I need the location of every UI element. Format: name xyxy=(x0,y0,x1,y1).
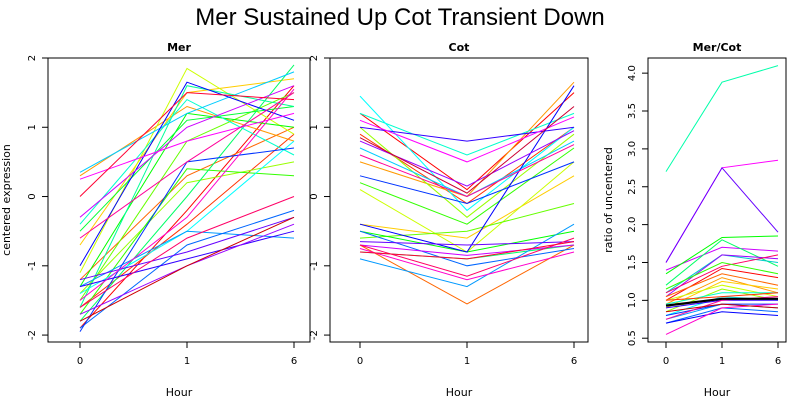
y-tick-label: -1 xyxy=(309,261,320,271)
x-tick-label: 0 xyxy=(663,356,669,367)
series-line xyxy=(359,237,575,277)
series-line xyxy=(359,126,575,142)
x-axis-label: Hour xyxy=(166,386,193,399)
y-tick-label: -2 xyxy=(27,330,38,340)
y-tick-label: 3.0 xyxy=(627,141,638,157)
series-line xyxy=(359,175,575,239)
series-line xyxy=(79,71,295,173)
series-line xyxy=(665,254,779,294)
y-tick-label: 4.0 xyxy=(627,65,638,81)
series-line xyxy=(665,303,779,335)
x-tick-label: 0 xyxy=(77,356,83,367)
series-line xyxy=(79,92,295,239)
series-line xyxy=(79,85,295,218)
series-line xyxy=(79,196,295,308)
series-line xyxy=(359,244,575,305)
y-axis-label: centered expression xyxy=(0,144,13,256)
panel-title: Mer/Cot xyxy=(693,41,742,54)
series-line xyxy=(359,244,575,256)
x-tick-label: 1 xyxy=(719,356,725,367)
y-tick-label: 2 xyxy=(309,55,320,61)
y-tick-label: 1 xyxy=(27,124,38,130)
y-tick-label: -2 xyxy=(309,330,320,340)
plot-frame xyxy=(47,57,311,343)
series-line xyxy=(79,92,295,197)
series-line xyxy=(359,147,575,225)
series-line xyxy=(359,130,575,187)
series-line xyxy=(665,166,779,263)
series-line xyxy=(79,168,295,315)
y-tick-label: 2.5 xyxy=(627,179,638,195)
panel-title: Mer xyxy=(167,41,191,54)
series-line xyxy=(665,267,779,301)
series-line xyxy=(665,261,779,290)
series-line xyxy=(359,116,575,163)
x-axis-label: Hour xyxy=(704,386,731,399)
panel-title: Cot xyxy=(449,41,470,54)
series-line xyxy=(665,273,779,298)
x-tick-label: 0 xyxy=(357,356,363,367)
series-line xyxy=(79,64,295,322)
series-line xyxy=(359,248,575,281)
series-line xyxy=(359,241,575,260)
y-tick-label: -1 xyxy=(27,261,38,271)
plot-frame xyxy=(647,57,787,343)
series-line xyxy=(359,144,575,198)
series-line xyxy=(79,216,295,281)
page-title: Mer Sustained Up Cot Transient Down xyxy=(195,4,605,31)
y-tick-label: 2 xyxy=(27,55,38,61)
y-tick-label: 1.5 xyxy=(627,255,638,271)
series-line xyxy=(79,98,295,225)
x-tick-label: 6 xyxy=(775,356,781,367)
series-line xyxy=(79,230,295,288)
series-line xyxy=(79,216,295,322)
series-line xyxy=(665,292,779,301)
y-tick-label: 1.0 xyxy=(627,292,638,308)
series-line xyxy=(359,106,575,194)
x-tick-label: 6 xyxy=(291,356,297,367)
series-line xyxy=(665,303,779,313)
series-line xyxy=(665,311,779,324)
y-axis-label: ratio of uncentered xyxy=(602,147,615,253)
series-line xyxy=(359,241,575,246)
y-tick-label: 2.0 xyxy=(627,217,638,233)
series-line xyxy=(359,140,575,198)
series-line xyxy=(79,161,295,294)
y-tick-label: 3.5 xyxy=(627,103,638,119)
x-tick-label: 1 xyxy=(184,356,190,367)
series-line xyxy=(665,297,778,307)
series-line xyxy=(79,106,295,232)
y-tick-label: 0 xyxy=(27,193,38,199)
series-line xyxy=(665,65,779,172)
series-line xyxy=(359,203,575,239)
series-line xyxy=(79,112,295,180)
series-line xyxy=(359,92,575,191)
x-axis-label: Hour xyxy=(446,386,473,399)
series-line xyxy=(79,209,295,329)
series-line xyxy=(79,88,295,301)
x-tick-label: 1 xyxy=(464,356,470,367)
series-line xyxy=(359,85,575,253)
y-tick-label: 0 xyxy=(309,193,320,199)
series-line xyxy=(79,85,295,329)
series-line xyxy=(359,223,575,288)
x-tick-label: 6 xyxy=(571,356,577,367)
series-line xyxy=(79,81,295,267)
series-line xyxy=(359,81,575,198)
series-line xyxy=(665,246,779,271)
series-line xyxy=(79,230,295,288)
series-line xyxy=(359,112,575,156)
series-line xyxy=(665,254,779,298)
series-line xyxy=(359,126,575,205)
series-line xyxy=(665,235,779,275)
y-tick-label: 0.5 xyxy=(627,330,638,346)
plot-frame xyxy=(329,57,589,343)
series-line xyxy=(79,126,295,281)
series-line xyxy=(665,292,778,305)
y-tick-label: 1 xyxy=(309,124,320,130)
series-line xyxy=(359,161,575,205)
